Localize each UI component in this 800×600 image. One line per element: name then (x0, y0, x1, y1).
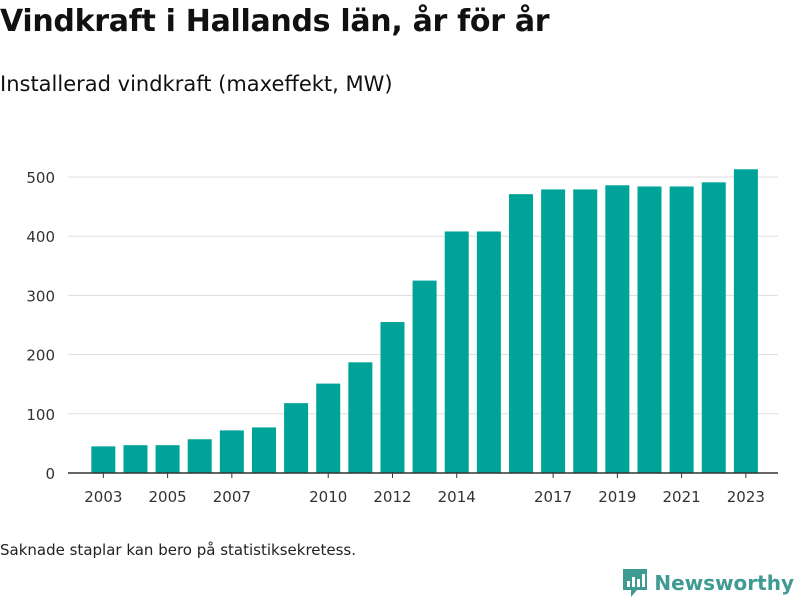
bar-2009 (284, 403, 309, 473)
bar-2017 (541, 189, 566, 473)
x-tick-label: 2019 (598, 488, 636, 506)
bar-2007 (219, 430, 244, 473)
bar-2008 (251, 427, 276, 473)
x-tick-label: 2017 (534, 488, 572, 506)
bar-2015 (476, 231, 501, 473)
brand-logo: Newsworthy (622, 568, 794, 598)
bar-2004 (123, 445, 148, 473)
x-tick-label: 2012 (373, 488, 411, 506)
y-tick-label: 100 (26, 406, 55, 424)
y-tick-label: 500 (26, 169, 55, 187)
bar-2021 (669, 186, 694, 474)
x-tick-labels: 2003 2005 2007 2010 2012 2014 2017 2019 2021 2023 (84, 488, 765, 506)
bar-2022 (701, 182, 726, 473)
footnote: Saknade staplar kan bero på statistiksek… (0, 541, 357, 559)
bar-chart: 0 100 200 300 400 500 2003 2005 2007 2010 2012 201… (26, 169, 778, 506)
y-tick-label: 400 (26, 228, 55, 246)
x-tick-label: 2023 (727, 488, 765, 506)
x-axis (68, 472, 778, 478)
bar-2006 (187, 439, 212, 473)
bar-2014 (444, 231, 469, 473)
y-tick-label: 300 (26, 287, 55, 305)
bar-2018 (573, 189, 598, 473)
bar-2005 (155, 445, 180, 473)
y-tick-labels: 0 100 200 300 400 500 (26, 169, 55, 483)
y-tick-label: 0 (45, 465, 55, 483)
newsworthy-logo-icon (623, 569, 648, 597)
chart-subtitle: Installerad vindkraft (maxeffekt, MW) (0, 72, 393, 96)
x-tick-label: 2021 (663, 488, 701, 506)
bar-2013 (412, 280, 437, 473)
x-tick-label: 2005 (148, 488, 186, 506)
bars (91, 169, 758, 474)
x-tick-label: 2003 (84, 488, 122, 506)
bar-2016 (508, 194, 533, 473)
brand-name: Newsworthy (654, 571, 794, 595)
x-tick-label: 2010 (309, 488, 347, 506)
y-tick-label: 200 (26, 347, 55, 365)
bar-2020 (637, 186, 662, 474)
bar-2003 (91, 446, 116, 473)
bar-2011 (348, 362, 373, 473)
chart-title: Vindkraft i Hallands län, år för år (0, 4, 550, 39)
bar-2023 (733, 169, 758, 473)
bar-2019 (605, 185, 630, 473)
bar-2010 (316, 383, 341, 473)
x-tick-label: 2014 (438, 488, 476, 506)
bar-2012 (380, 322, 405, 473)
x-tick-label: 2007 (213, 488, 251, 506)
